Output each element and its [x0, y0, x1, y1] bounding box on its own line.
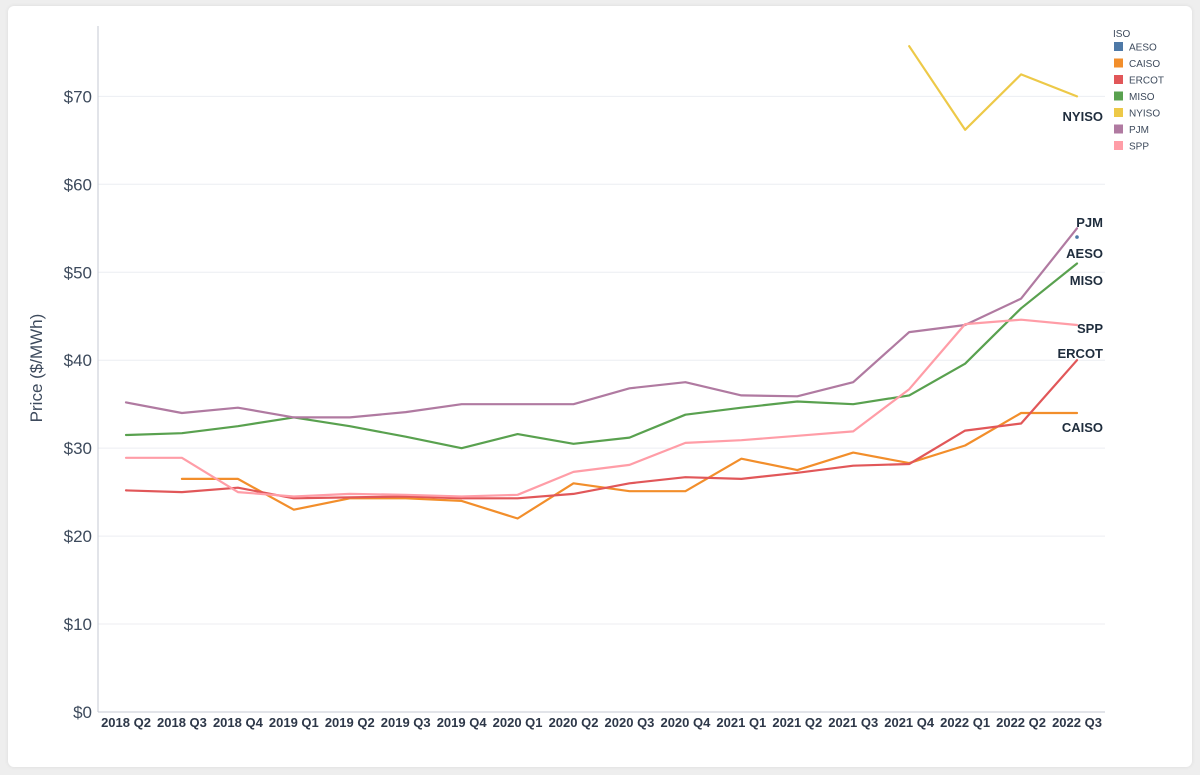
- legend-label-spp: SPP: [1129, 142, 1149, 153]
- legend-swatch-pjm: [1114, 124, 1123, 134]
- x-tick-label: 2018 Q4: [213, 715, 264, 730]
- end-label-miso: MISO: [1070, 273, 1103, 288]
- x-tick-label: 2019 Q3: [381, 715, 431, 730]
- x-tick-label: 2019 Q2: [325, 715, 375, 730]
- x-tick-label: 2021 Q3: [828, 715, 878, 730]
- x-ticks: 2018 Q2 2018 Q3 2018 Q4 2019 Q1 2019 Q2 2019 …: [101, 715, 1102, 730]
- end-label-aeso: AESO: [1066, 246, 1103, 261]
- legend[interactable]: ISO AESO CAISO ERCOT MISO NYISO PJM SPP: [1113, 29, 1164, 153]
- x-tick-label: 2021 Q2: [772, 715, 822, 730]
- x-tick-label: 2019 Q1: [269, 715, 319, 730]
- end-label-ercot: ERCOT: [1058, 346, 1104, 361]
- y-tick-label: $0: [73, 703, 92, 722]
- x-tick-label: 2018 Q3: [157, 715, 207, 730]
- y-tick-label: $30: [64, 439, 92, 458]
- legend-label-miso: MISO: [1129, 92, 1155, 103]
- series-line-pjm: [124, 227, 1079, 419]
- x-tick-label: 2022 Q2: [996, 715, 1046, 730]
- series-line-caiso: [180, 411, 1079, 520]
- end-label-spp: SPP: [1077, 321, 1103, 336]
- end-label-nyiso: NYISO: [1063, 109, 1103, 124]
- legend-swatch-ercot: [1114, 75, 1123, 84]
- end-labels: AESO CAISO ERCOT MISO NYISO PJM SPP: [1058, 109, 1104, 435]
- legend-swatch-miso: [1114, 91, 1123, 101]
- legend-items: AESO CAISO ERCOT MISO NYISO PJM SPP: [1114, 42, 1164, 153]
- x-tick-label: 2018 Q2: [101, 715, 151, 730]
- y-tick-label: $10: [64, 615, 92, 634]
- legend-swatch-caiso: [1114, 58, 1123, 68]
- series-line-miso: [124, 262, 1079, 450]
- x-tick-label: 2022 Q1: [940, 715, 990, 730]
- series-point-aeso: [1075, 235, 1079, 239]
- series-lines: [124, 45, 1079, 520]
- x-tick-label: 2021 Q4: [884, 715, 935, 730]
- x-tick-label: 2020 Q4: [660, 715, 711, 730]
- y-axis-label: Price ($/MWh): [27, 314, 46, 423]
- end-label-pjm: PJM: [1076, 215, 1103, 230]
- end-label-caiso: CAISO: [1062, 420, 1103, 435]
- y-tick-label: $20: [64, 527, 92, 546]
- y-tick-label: $60: [64, 175, 92, 194]
- legend-label-aeso: AESO: [1129, 43, 1157, 54]
- chart-card: [8, 6, 1192, 767]
- y-tick-label: $70: [64, 87, 92, 106]
- legend-swatch-aeso: [1114, 42, 1123, 51]
- y-tick-label: $50: [64, 263, 92, 282]
- x-tick-label: 2020 Q3: [605, 715, 655, 730]
- x-tick-label: 2020 Q1: [493, 715, 543, 730]
- x-tick-label: 2019 Q4: [437, 715, 488, 730]
- legend-label-pjm: PJM: [1129, 125, 1149, 136]
- x-tick-label: 2022 Q3: [1052, 715, 1102, 730]
- legend-title: ISO: [1113, 29, 1130, 40]
- legend-swatch-nyiso: [1114, 108, 1123, 117]
- x-tick-label: 2020 Q2: [549, 715, 599, 730]
- y-ticks: $0 $10 $20 $30 $40 $50 $60 $70: [64, 87, 92, 722]
- x-tick-label: 2021 Q1: [716, 715, 766, 730]
- legend-label-ercot: ERCOT: [1129, 76, 1164, 87]
- series-line-nyiso: [908, 45, 1079, 131]
- legend-label-caiso: CAISO: [1129, 59, 1160, 70]
- gridlines: [98, 95, 1105, 625]
- series-line-spp: [124, 318, 1079, 498]
- legend-swatch-spp: [1114, 141, 1123, 150]
- y-tick-label: $40: [64, 351, 92, 370]
- legend-label-nyiso: NYISO: [1129, 109, 1160, 120]
